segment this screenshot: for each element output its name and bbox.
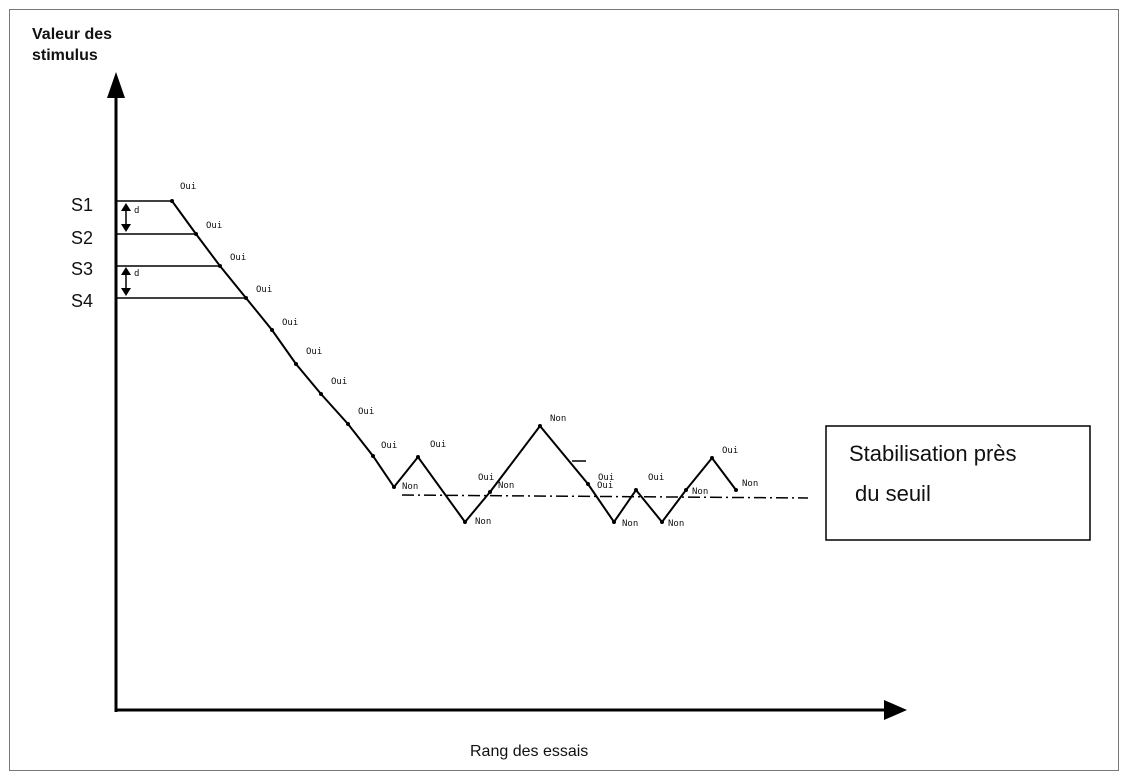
trial-point: [586, 482, 590, 486]
trial-response-label: Oui: [648, 473, 664, 483]
trial-point: [660, 520, 664, 524]
trial-response-label: Non: [550, 414, 566, 424]
y-axis-label-line2: stimulus: [32, 47, 98, 64]
level-label-s1: S1: [71, 195, 93, 215]
trial-response-label: Oui: [306, 347, 322, 357]
step-label-1: d: [134, 206, 139, 216]
trial-point: [218, 264, 222, 268]
trial-point: [734, 488, 738, 492]
trial-point: [346, 422, 350, 426]
trial-point: [634, 488, 638, 492]
trial-point: [170, 199, 174, 203]
trial-point: [538, 424, 542, 428]
trial-response-label: Oui: [478, 473, 494, 483]
note-line1: Stabilisation près: [849, 441, 1017, 466]
trial-response-label: Oui: [598, 473, 614, 483]
trial-point: [319, 392, 323, 396]
note-box: [825, 425, 1091, 541]
trial-response-label: Non: [498, 481, 514, 491]
trial-response-label: Non: [692, 487, 708, 497]
trial-point: [710, 456, 714, 460]
trial-point: [416, 455, 420, 459]
trial-response-label: Non: [622, 519, 638, 529]
trial-response-label: Oui: [282, 318, 298, 328]
x-axis-label: Rang des essais: [470, 743, 588, 760]
step-label-2: d: [134, 269, 139, 279]
level-label-s4: S4: [71, 291, 93, 311]
trial-response-label: Oui: [430, 440, 446, 450]
trial-response-label: Oui: [206, 221, 222, 231]
trial-response-label: Non: [668, 519, 684, 529]
trial-response-label: Oui: [230, 253, 246, 263]
trial-response-label: Oui: [331, 377, 347, 387]
y-axis-arrowhead: [107, 72, 125, 98]
x-axis-arrowhead: [884, 700, 907, 720]
trial-response-label: Oui: [256, 285, 272, 295]
trial-point: [612, 520, 616, 524]
trial-response-label: Oui: [381, 441, 397, 451]
trial-point: [488, 490, 492, 494]
trial-response-label: Non: [742, 479, 758, 489]
trial-point: [270, 328, 274, 332]
trial-response-label: Oui: [597, 481, 613, 491]
trial-response-label: Oui: [722, 446, 738, 456]
figure-frame: [9, 9, 1119, 771]
step-arrow-1-up: [121, 203, 131, 211]
y-axis-label-line1: Valeur des: [32, 26, 112, 43]
level-label-s3: S3: [71, 259, 93, 279]
step-arrow-2-up: [121, 267, 131, 275]
trial-response-label: Oui: [358, 407, 374, 417]
note-line2: du seuil: [855, 481, 931, 506]
trial-point: [244, 296, 248, 300]
level-label-s2: S2: [71, 228, 93, 248]
step-arrow-2-down: [121, 288, 131, 296]
trial-point: [392, 485, 396, 489]
trial-point: [294, 362, 298, 366]
trial-point: [371, 454, 375, 458]
trial-response-label: Non: [402, 482, 418, 492]
trial-response-label: Non: [475, 517, 491, 527]
trial-response-label: Oui: [180, 182, 196, 192]
step-arrow-1-down: [121, 224, 131, 232]
trial-point: [194, 232, 198, 236]
staircase-series: OuiOuiOuiOuiOuiOuiOuiOuiOuiNonOuiNonOuiN…: [170, 182, 758, 529]
threshold-line: [401, 494, 809, 499]
trial-point: [684, 488, 688, 492]
trial-point: [463, 520, 467, 524]
